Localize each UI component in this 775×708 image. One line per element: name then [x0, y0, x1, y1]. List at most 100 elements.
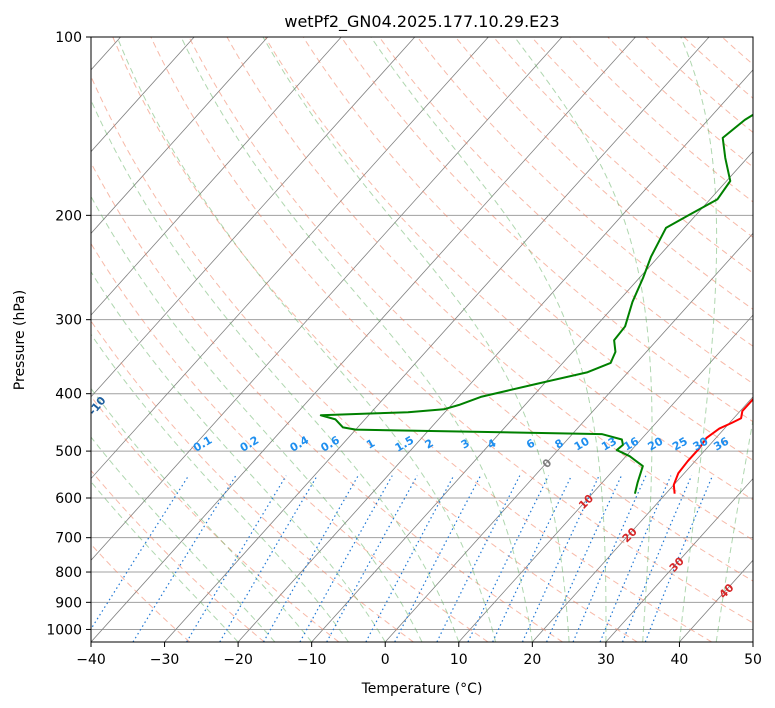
mixing-ratio-label: 2	[423, 437, 436, 452]
dry-adiabat	[416, 37, 753, 347]
dry-adiabat	[378, 37, 753, 385]
mixing-ratio-line	[644, 475, 714, 642]
mixing-ratio-line	[365, 475, 455, 642]
isotherm-line	[237, 69, 753, 642]
dry-adiabat	[645, 37, 753, 134]
y-tick-label: 100	[55, 30, 82, 46]
isotherm-line	[679, 559, 753, 642]
y-axis-title: Pressure (hPa)	[12, 290, 28, 390]
isotherm-line	[91, 37, 636, 642]
isotherm-line	[752, 641, 753, 642]
dry-adiabat	[91, 320, 414, 642]
mixing-ratio-line	[326, 475, 418, 642]
dry-adiabat	[340, 37, 753, 423]
isotherm-line	[311, 151, 753, 642]
dewpoint-profile-line	[319, 113, 753, 494]
moist-adiabat	[715, 417, 753, 642]
x-axis-title: Temperature (°C)	[361, 681, 483, 697]
line-labels: -100-90-80-70-60-50-40-30-20-100.10.20.4…	[86, 394, 737, 601]
isotherm-line	[91, 37, 195, 153]
moist-adiabat	[91, 387, 313, 642]
dry-adiabat	[455, 37, 753, 310]
isotherm-line	[91, 37, 342, 316]
mixing-ratio-line	[572, 475, 647, 642]
y-tick-label: 700	[55, 531, 82, 547]
plot-area: -100-90-80-70-60-50-40-30-20-100.10.20.4…	[86, 37, 775, 642]
dry-adiabat	[607, 37, 753, 168]
isotherm-line	[164, 37, 710, 642]
y-axis: 100 200 300 400 500 600 700 800 900 1000	[46, 30, 91, 638]
mixing-ratio-lines	[91, 475, 714, 642]
dry-adiabat	[91, 75, 638, 642]
isotherm-line	[91, 37, 416, 398]
dry-adiabat	[493, 37, 753, 274]
moist-adiabat-label: 10	[576, 492, 596, 512]
x-tick-label: 30	[597, 652, 615, 668]
isotherm-grid	[91, 37, 753, 642]
x-tick-label: −40	[76, 652, 106, 668]
x-tick-label: −30	[150, 652, 180, 668]
mixing-ratio-line	[132, 475, 237, 642]
moist-adiabats	[91, 37, 753, 642]
moist-adiabat	[180, 37, 533, 642]
mixing-ratio-line	[436, 475, 521, 642]
moist-adiabat	[91, 480, 239, 642]
mixing-ratio-line	[219, 475, 318, 642]
isotherm-line	[384, 232, 753, 642]
moist-adiabat	[91, 195, 423, 642]
isobar-grid	[91, 37, 753, 630]
dry-adiabat	[188, 37, 753, 582]
x-tick-label: 50	[744, 652, 762, 668]
mixing-ratio-line	[521, 475, 600, 642]
mixing-ratio-line	[91, 475, 190, 631]
dry-adiabat	[91, 242, 489, 642]
mixing-ratio-line	[299, 475, 393, 642]
moist-adiabat	[91, 99, 460, 642]
sounding-series	[319, 113, 753, 494]
isotherm-line	[532, 396, 753, 642]
dry-adiabats	[91, 37, 775, 642]
x-tick-label: 10	[450, 652, 468, 668]
x-tick-label: 0	[381, 652, 390, 668]
dry-adiabat	[112, 37, 713, 642]
chart-title: wetPf2_GN04.2025.177.10.29.E23	[284, 12, 559, 32]
x-axis: −40 −30 −20 −10 0 10 20 30 40 50	[76, 642, 762, 668]
mixing-ratio-label: 3	[459, 437, 472, 452]
dry-adiabat	[226, 37, 753, 541]
y-tick-label: 900	[55, 595, 82, 611]
dry-adiabat	[683, 37, 753, 99]
y-tick-label: 300	[55, 313, 82, 329]
moist-adiabat-label: 40	[717, 581, 737, 601]
moist-adiabat	[370, 37, 607, 642]
x-tick-label: 20	[523, 652, 541, 668]
dry-adiabat	[150, 37, 753, 624]
plot-frame	[90, 36, 754, 643]
x-tick-label: 40	[671, 652, 689, 668]
isotherm-line	[605, 477, 753, 642]
dry-adiabat	[91, 161, 563, 642]
mixing-ratio-line	[599, 475, 672, 642]
moist-adiabat	[116, 37, 497, 642]
moist-adiabat	[91, 436, 276, 642]
mixing-ratio-line	[186, 475, 287, 642]
mixing-ratio-line	[394, 475, 482, 642]
y-tick-label: 1000	[46, 622, 82, 638]
y-tick-label: 400	[55, 387, 82, 403]
isotherm-line	[91, 37, 563, 561]
temperature-profile-line	[672, 397, 753, 494]
dry-adiabat	[569, 37, 753, 203]
mixing-ratio-line	[621, 475, 693, 642]
y-tick-label: 200	[55, 208, 82, 224]
dry-adiabat	[91, 469, 265, 642]
y-tick-label: 600	[55, 491, 82, 507]
moist-adiabat	[678, 37, 718, 642]
dry-adiabat	[760, 37, 775, 642]
mixing-ratio-line	[492, 475, 573, 642]
y-tick-label: 500	[55, 444, 82, 460]
y-tick-label: 800	[55, 565, 82, 581]
x-tick-label: −10	[297, 652, 327, 668]
isotherm-line	[91, 37, 489, 480]
dry-adiabat-label: -10	[86, 394, 109, 418]
mixing-ratio-line	[467, 475, 550, 642]
